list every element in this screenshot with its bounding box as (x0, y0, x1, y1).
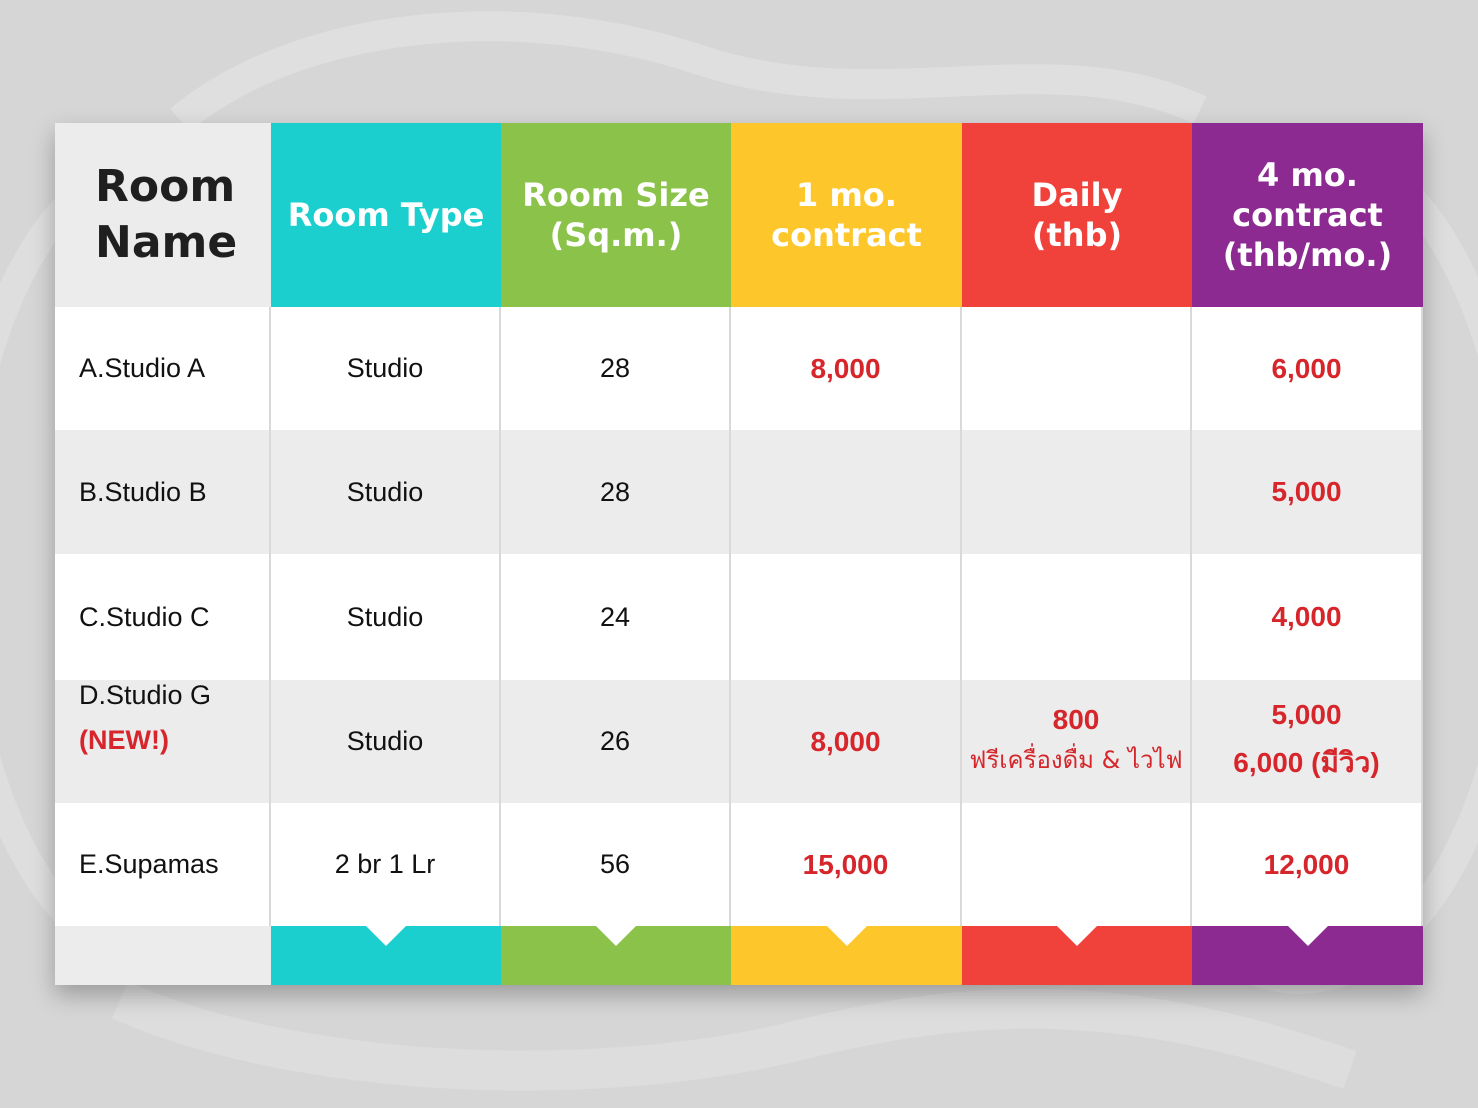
row-a-daily (962, 307, 1192, 430)
row-e-daily (962, 803, 1192, 926)
row-a-type: Studio (271, 307, 501, 430)
header-room-name-line2: Name (95, 217, 238, 268)
row-b-name: B.Studio B (55, 430, 271, 554)
row-d-one-month: 8,000 (731, 680, 962, 803)
footer-notch-icon (596, 926, 636, 946)
footer-notch-icon (1057, 926, 1097, 946)
row-c-type: Studio (271, 554, 501, 680)
row-e-name: E.Supamas (55, 803, 271, 926)
row-d-daily-note: ฟรีเครื่องดื่ม & ไวไฟ (969, 746, 1183, 774)
header-room-name-line1: Room (95, 161, 236, 212)
header-four-month-line3: (thb/mo.) (1222, 236, 1393, 274)
footer-gray (55, 926, 271, 985)
row-d-daily-price: 800 (1052, 704, 1100, 735)
header-daily: Daily (thb) (962, 123, 1192, 307)
row-d-four-month: 5,000 6,000 (มีวิว) (1192, 680, 1423, 803)
row-b-size: 28 (501, 430, 731, 554)
header-daily-line2: (thb) (1031, 216, 1123, 254)
header-one-month: 1 mo. contract (731, 123, 962, 307)
footer-red (962, 926, 1192, 985)
header-room-size: Room Size (Sq.m.) (501, 123, 731, 307)
row-a-one-month: 8,000 (731, 307, 962, 430)
header-daily-line1: Daily (1031, 176, 1123, 214)
row-e-one-month: 15,000 (731, 803, 962, 926)
header-four-month: 4 mo. contract (thb/mo.) (1192, 123, 1423, 307)
row-c-name: C.Studio C (55, 554, 271, 680)
row-e-four-month: 12,000 (1192, 803, 1423, 926)
footer-yellow (731, 926, 962, 985)
row-a-four-month: 6,000 (1192, 307, 1423, 430)
room-rate-table: Room Name Room Type Room Size (Sq.m.) 1 … (55, 123, 1423, 985)
row-a-size: 28 (501, 307, 731, 430)
row-c-four-month: 4,000 (1192, 554, 1423, 680)
header-four-month-line1: 4 mo. (1257, 156, 1358, 194)
table-grid: Room Name Room Type Room Size (Sq.m.) 1 … (55, 123, 1423, 985)
row-e-size: 56 (501, 803, 731, 926)
row-d-size: 26 (501, 680, 731, 803)
new-badge: (NEW!) (79, 725, 169, 755)
footer-notch-icon (1287, 926, 1328, 946)
row-c-daily (962, 554, 1192, 680)
row-c-one-month (731, 554, 962, 680)
header-room-type: Room Type (271, 123, 501, 307)
header-room-size-line2: (Sq.m.) (549, 216, 683, 254)
row-e-type: 2 br 1 Lr (271, 803, 501, 926)
row-b-daily (962, 430, 1192, 554)
row-b-one-month (731, 430, 962, 554)
header-room-size-line1: Room Size (522, 176, 710, 214)
row-d-name: D.Studio G (NEW!) (55, 680, 271, 803)
footer-teal (271, 926, 501, 985)
row-a-name: A.Studio A (55, 307, 271, 430)
row-d-name-text: D.Studio G (79, 680, 212, 710)
row-d-type: Studio (271, 680, 501, 803)
row-b-type: Studio (271, 430, 501, 554)
row-b-four-month: 5,000 (1192, 430, 1423, 554)
header-one-month-line2: contract (771, 216, 922, 254)
header-room-type-line1: Room Type (287, 196, 485, 234)
header-four-month-line2: contract (1232, 196, 1383, 234)
row-d-four-month-price: 5,000 (1271, 698, 1342, 730)
footer-green (501, 926, 731, 985)
footer-notch-icon (366, 926, 406, 946)
row-d-daily: 800 ฟรีเครื่องดื่ม & ไวไฟ (962, 680, 1192, 803)
row-c-size: 24 (501, 554, 731, 680)
row-d-four-month-view-price: 6,000 (มีวิว) (1233, 746, 1380, 778)
footer-purple (1192, 926, 1423, 985)
header-room-name: Room Name (55, 123, 271, 307)
footer-notch-icon (826, 926, 867, 946)
header-one-month-line1: 1 mo. (796, 176, 897, 214)
